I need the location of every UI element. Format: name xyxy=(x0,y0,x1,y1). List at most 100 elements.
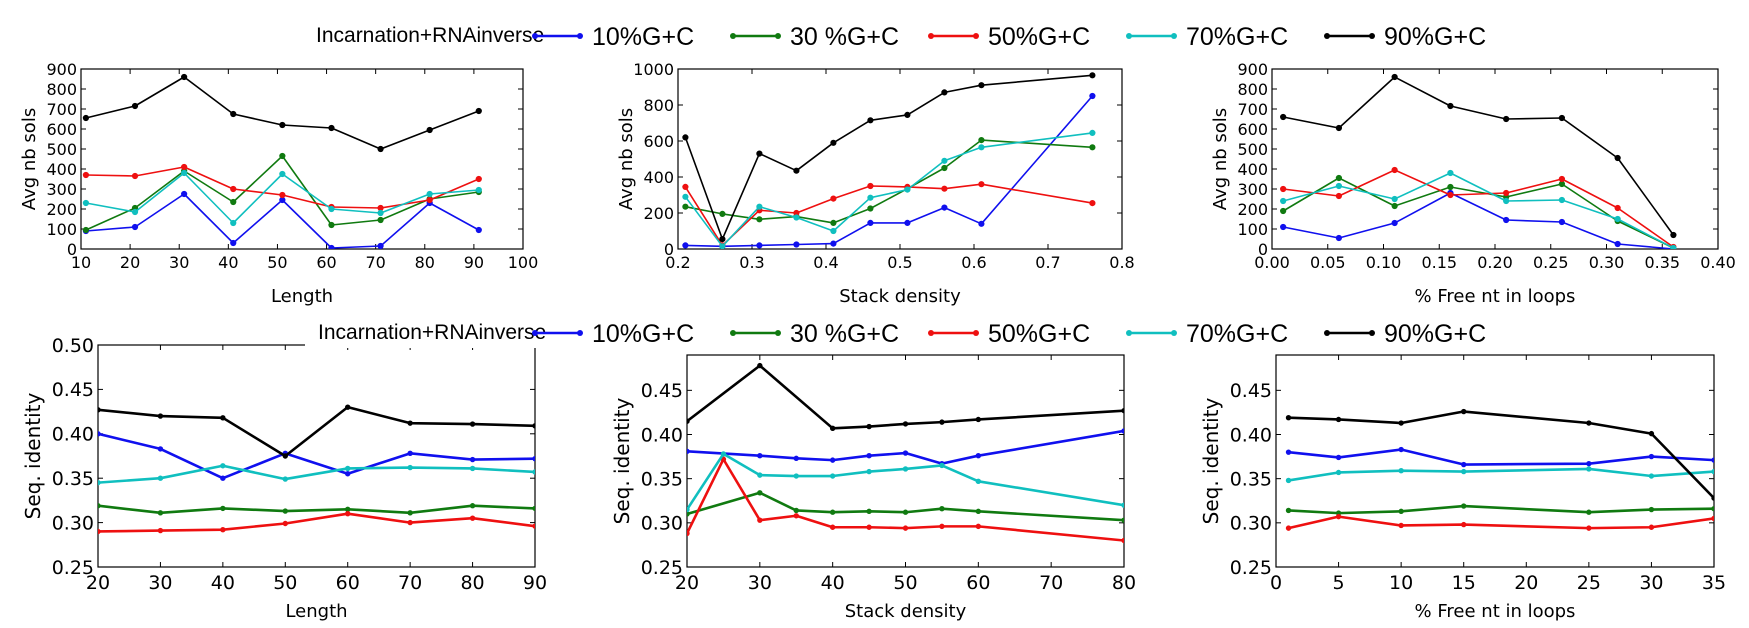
series-line-30-g-c xyxy=(98,504,535,515)
data-point-30-g-c xyxy=(866,508,872,515)
data-point-70-g-c xyxy=(793,214,800,221)
data-point-70-g-c xyxy=(328,205,335,213)
y-tick-label: 0.35 xyxy=(641,469,683,491)
y-tick-label: 500 xyxy=(1237,140,1268,159)
x-tick-label: 80 xyxy=(415,253,435,272)
data-point-70-g-c xyxy=(1335,182,1343,190)
data-point-50-g-c xyxy=(1398,522,1404,529)
data-point-70-g-c xyxy=(757,472,763,478)
x-tick-label: 50 xyxy=(273,572,297,594)
x-tick-label: 10 xyxy=(1389,572,1413,594)
series-line-10-g-c xyxy=(685,95,1094,248)
y-tick-label: 0.25 xyxy=(52,557,94,579)
data-point-50-g-c xyxy=(939,523,945,530)
data-point-70-g-c xyxy=(282,476,288,482)
data-point-70-g-c xyxy=(1280,197,1287,205)
data-point-10-g-c xyxy=(830,240,837,247)
data-point-30-g-c xyxy=(978,137,985,144)
series-group xyxy=(1280,73,1677,249)
legend-label-90-g-c: 90%G+C xyxy=(1384,320,1486,348)
series-line-90-g-c xyxy=(687,364,1124,430)
y-tick-label: 0.45 xyxy=(641,380,683,402)
x-axis-label: % Free nt in loops xyxy=(1415,286,1576,307)
data-point-10-g-c xyxy=(345,471,351,477)
y-tick-label: 0 xyxy=(664,240,674,259)
data-point-30-g-c xyxy=(407,510,413,516)
data-point-90-g-c xyxy=(181,73,188,81)
x-tick-label: 0.2 xyxy=(665,253,690,272)
x-axis-label: Stack density xyxy=(839,286,961,307)
y-tick-label: 300 xyxy=(1237,180,1268,199)
series-line-70-g-c xyxy=(98,464,535,484)
x-tick-label: 0.15 xyxy=(1421,253,1457,272)
x-axis-label: % Free nt in loops xyxy=(1415,601,1576,622)
data-point-30-g-c xyxy=(1280,207,1287,215)
data-point-50-g-c xyxy=(1280,185,1287,193)
y-tick-label: 0.35 xyxy=(52,468,94,490)
data-point-90-g-c xyxy=(532,423,535,429)
y-tick-label: 0 xyxy=(1258,240,1268,259)
y-tick-label: 0.35 xyxy=(1230,469,1272,491)
data-point-50-g-c xyxy=(1614,204,1621,212)
y-axis-label: Seq. identity xyxy=(1199,397,1223,524)
series-line-90-g-c xyxy=(98,405,535,458)
x-tick-label: 50 xyxy=(893,572,917,594)
x-tick-label: 25 xyxy=(1577,572,1601,594)
x-tick-label: 90 xyxy=(464,253,484,272)
data-point-90-g-c xyxy=(829,425,836,432)
y-axis-label: Avg nb sols xyxy=(616,108,637,210)
y-tick-label: 600 xyxy=(1237,120,1268,139)
data-point-90-g-c xyxy=(1614,154,1621,162)
data-point-30-g-c xyxy=(532,505,535,512)
x-tick-label: 50 xyxy=(267,253,287,272)
data-point-50-g-c xyxy=(1503,189,1510,197)
y-tick-label: 100 xyxy=(1237,220,1268,239)
legend-marker xyxy=(973,33,979,39)
legend-label-10-g-c: 10%G+C xyxy=(592,320,694,348)
data-point-50-g-c xyxy=(1335,192,1343,200)
data-point-90-g-c xyxy=(939,419,945,425)
plot-frame xyxy=(80,68,524,250)
series-line-10-g-c xyxy=(687,429,1124,465)
data-point-50-g-c xyxy=(687,530,690,537)
data-point-10-g-c xyxy=(682,242,689,249)
data-point-30-g-c xyxy=(682,203,689,210)
data-point-50-g-c xyxy=(1586,525,1592,531)
data-point-90-g-c xyxy=(475,107,482,115)
data-point-10-g-c xyxy=(756,242,763,249)
series-line-30-g-c xyxy=(685,139,1093,224)
data-point-70-g-c xyxy=(719,243,726,249)
legend-marker xyxy=(1171,33,1177,39)
x-tick-label: 0.40 xyxy=(1700,253,1736,272)
y-tick-label: 800 xyxy=(1237,80,1268,99)
y-tick-label: 0 xyxy=(67,240,77,259)
legend-marker xyxy=(730,33,736,39)
data-point-90-g-c xyxy=(1391,73,1398,81)
x-tick-label: 90 xyxy=(523,572,547,594)
data-point-30-g-c xyxy=(345,506,351,512)
y-tick-label: 0.45 xyxy=(52,379,94,401)
data-point-10-g-c xyxy=(230,239,237,247)
y-tick-label: 900 xyxy=(46,60,77,79)
x-tick-label: 60 xyxy=(966,572,990,594)
data-point-10-g-c xyxy=(469,456,476,463)
series-line-90-g-c xyxy=(684,74,1093,240)
x-tick-label: 30 xyxy=(148,572,172,594)
x-tick-label: 60 xyxy=(316,253,336,272)
data-point-90-g-c xyxy=(866,423,872,430)
series-line-70-g-c xyxy=(684,132,1093,248)
series-group xyxy=(687,362,1124,544)
data-point-10-g-c xyxy=(1614,240,1621,248)
data-point-90-g-c xyxy=(1335,416,1342,423)
data-point-10-g-c xyxy=(279,196,286,204)
x-tick-label: 35 xyxy=(1702,572,1726,594)
data-point-70-g-c xyxy=(475,186,482,194)
x-tick-label: 5 xyxy=(1333,572,1345,594)
x-tick-label: 0.30 xyxy=(1589,253,1625,272)
data-point-90-g-c xyxy=(682,134,689,141)
x-tick-label: 20 xyxy=(120,253,140,272)
y-tick-label: 200 xyxy=(46,200,77,219)
data-point-10-g-c xyxy=(98,431,101,437)
data-point-50-g-c xyxy=(82,171,90,179)
data-point-30-g-c xyxy=(157,510,164,516)
